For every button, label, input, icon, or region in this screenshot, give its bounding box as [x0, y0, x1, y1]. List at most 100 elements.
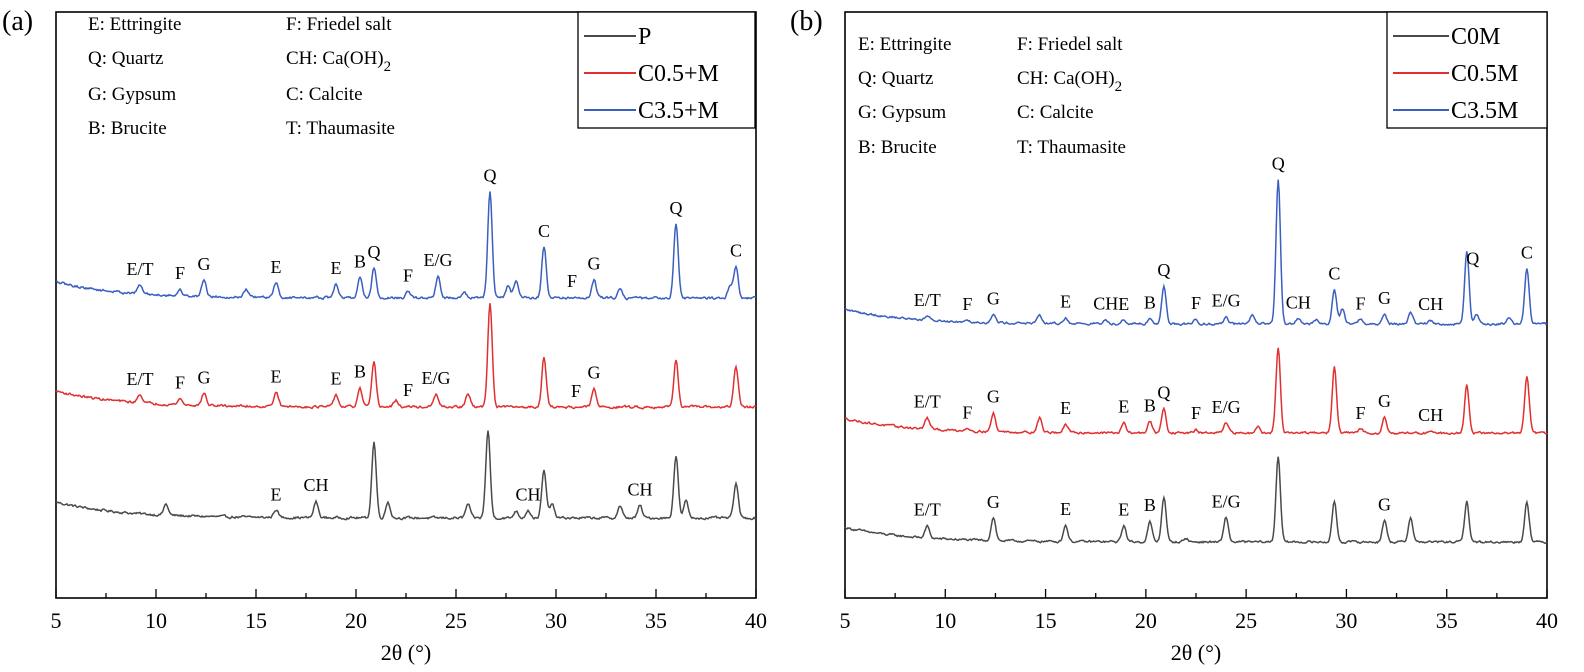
peak-label: CH [303, 475, 328, 495]
phase-key-entry: G: Gypsum [88, 84, 176, 105]
peak-label: E [271, 484, 282, 504]
x-tick-label: 20 [345, 608, 367, 633]
series-line-C35M [844, 179, 1548, 327]
peak-label: G [198, 254, 211, 274]
phase-key-entry: G: Gypsum [858, 102, 946, 123]
peak-label: G [588, 254, 601, 274]
phase-key-entry: T: Thaumasite [1017, 137, 1126, 158]
peak-label: E/G [1212, 397, 1241, 417]
x-tick-label: 15 [1035, 608, 1057, 633]
peak-label: B [354, 251, 366, 271]
peak-label: E/T [127, 259, 154, 279]
peak-label: C [1328, 263, 1340, 283]
peak-label: F [1191, 293, 1201, 313]
x-tick-label: 10 [934, 608, 956, 633]
peak-label: CH [627, 479, 652, 499]
x-tick-label: 40 [1536, 608, 1558, 633]
peak-label: F [403, 380, 413, 400]
x-axis-label: 2θ (°) [381, 640, 432, 665]
phase-key-entry: T: Thaumasite [286, 118, 395, 139]
series-line-C05M [55, 303, 757, 410]
peak-label: F [403, 265, 413, 285]
peak-label: E/T [914, 391, 941, 411]
peak-label: Q [484, 165, 497, 185]
phase-key-entry: E: Ettringite [858, 34, 951, 55]
peak-label: G [198, 367, 211, 387]
legend-label: P [638, 24, 651, 50]
subscript: 2 [1115, 79, 1123, 95]
peak-label: F [175, 263, 185, 283]
legend-label: C3.5M [1451, 98, 1518, 124]
x-tick-label: 5 [840, 608, 851, 633]
peak-label: E [331, 258, 342, 278]
phase-key-entry: CH: Ca(OH)2 [1017, 68, 1122, 95]
phase-key-entry: Q: Quartz [858, 68, 933, 89]
peak-label: G [1378, 391, 1391, 411]
x-tick-label: 5 [51, 608, 62, 633]
series-line-P [55, 430, 757, 521]
peak-label: E [1118, 294, 1129, 314]
peak-label: E [1060, 398, 1071, 418]
peak-label: Q [1157, 382, 1170, 402]
peak-label: F [962, 403, 972, 423]
panel-label: (b) [790, 6, 823, 37]
phase-key-entry: F: Friedel salt [1017, 34, 1123, 55]
legend-label: C0.5M [1451, 61, 1518, 87]
x-tick-label: 30 [1335, 608, 1357, 633]
phase-key-entry: B: Brucite [88, 118, 167, 139]
subscript: 2 [384, 59, 392, 75]
peak-label: B [1144, 292, 1156, 312]
phase-key-entry: Q: Quartz [88, 48, 163, 69]
peak-label: F [571, 381, 581, 401]
legend-box [577, 11, 756, 129]
x-tick-label: 25 [1235, 608, 1257, 633]
peak-label: G [987, 288, 1000, 308]
peak-label: E [1060, 499, 1071, 519]
peak-label: G [1378, 494, 1391, 514]
peak-label: CH [515, 484, 540, 504]
peak-label: E [271, 257, 282, 277]
peak-label: E [331, 368, 342, 388]
peak-label: CH [1418, 405, 1443, 425]
phase-key-entry: C: Calcite [286, 84, 363, 105]
peak-label: E [271, 366, 282, 386]
peak-label: E [1060, 292, 1071, 312]
legend-box [1386, 11, 1548, 129]
peak-label: F [962, 294, 972, 314]
peak-label: Q [368, 242, 381, 262]
peak-label: F [1191, 403, 1201, 423]
peak-label: E/G [424, 250, 453, 270]
peak-label: C [538, 221, 550, 241]
peak-label: CH [1418, 294, 1443, 314]
peak-label: G [987, 387, 1000, 407]
peak-label: Q [1466, 249, 1479, 269]
peak-label: B [1144, 495, 1156, 515]
series-line-C0M [844, 456, 1548, 545]
peak-label: E/G [422, 368, 451, 388]
peak-label: B [1144, 396, 1156, 416]
peak-label: C [730, 241, 742, 261]
phase-key-entry: C: Calcite [1017, 102, 1094, 123]
peak-label: F [175, 373, 185, 393]
peak-label: E/G [1212, 291, 1241, 311]
x-tick-label: 20 [1135, 608, 1157, 633]
series-line-C35M [55, 191, 757, 301]
phase-key-entry: F: Friedel salt [286, 14, 392, 35]
peak-label: G [987, 492, 1000, 512]
peak-label: C [1521, 243, 1533, 263]
peak-label: CH [1093, 294, 1118, 314]
x-tick-label: 30 [545, 608, 567, 633]
series-line-C05M [844, 347, 1548, 436]
peak-label: F [567, 271, 577, 291]
peak-label: E [1118, 396, 1129, 416]
x-tick-label: 40 [745, 608, 767, 633]
peak-label: E/T [127, 369, 154, 389]
peak-label: E/G [1212, 491, 1241, 511]
phase-key-entry: CH: Ca(OH)2 [286, 48, 391, 75]
peak-label: E [1118, 500, 1129, 520]
peak-label: Q [670, 198, 683, 218]
legend-label: C0M [1451, 24, 1500, 50]
peak-label: Q [1157, 260, 1170, 280]
